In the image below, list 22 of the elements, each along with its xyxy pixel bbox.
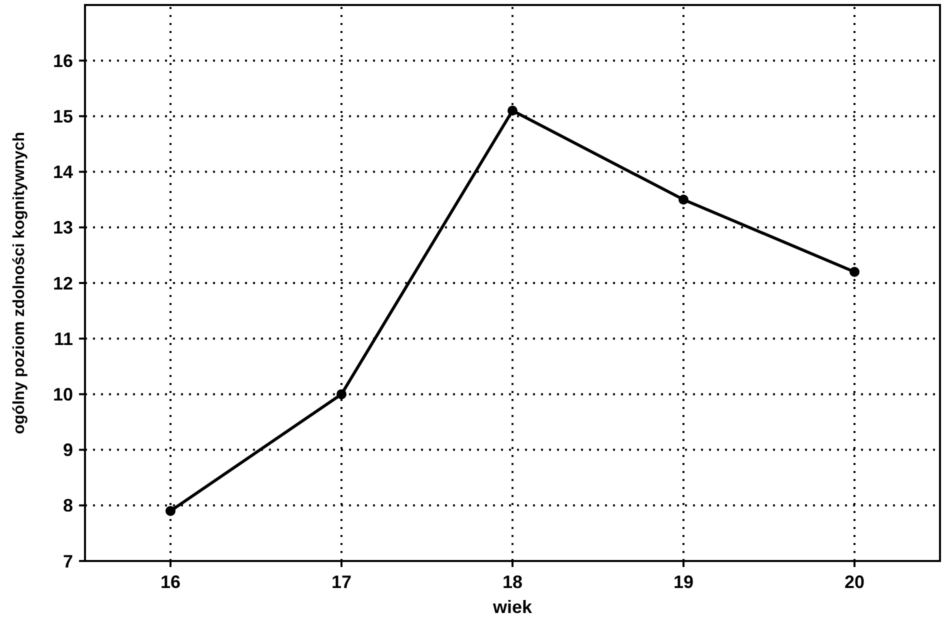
y-tick-label: 9 bbox=[62, 440, 73, 460]
y-tick-label: 10 bbox=[52, 384, 73, 404]
y-tick-label: 14 bbox=[52, 162, 73, 182]
y-tick-label: 16 bbox=[52, 50, 73, 71]
y-tick-label: 12 bbox=[52, 273, 73, 294]
y-tick-label: 15 bbox=[52, 106, 73, 126]
y-tick-label: 7 bbox=[62, 551, 73, 572]
y-tick-label: 13 bbox=[52, 218, 73, 238]
y-tick-label: 11 bbox=[54, 328, 73, 349]
y-axis-title: ogólny poziom zdolności kognitywnych bbox=[11, 132, 28, 434]
point bbox=[850, 266, 860, 277]
point bbox=[678, 194, 688, 205]
x-tick-label: 16 bbox=[160, 572, 181, 592]
point bbox=[336, 389, 346, 400]
x-tick-label: 18 bbox=[502, 572, 523, 592]
x-tick-label: 19 bbox=[673, 572, 694, 592]
y-tick-label: 8 bbox=[62, 496, 73, 516]
x-tick-label: 20 bbox=[844, 572, 865, 592]
x-tick-label: 17 bbox=[331, 572, 352, 592]
point bbox=[508, 106, 518, 116]
point bbox=[166, 506, 176, 516]
x-axis-title: wiek bbox=[492, 597, 533, 617]
